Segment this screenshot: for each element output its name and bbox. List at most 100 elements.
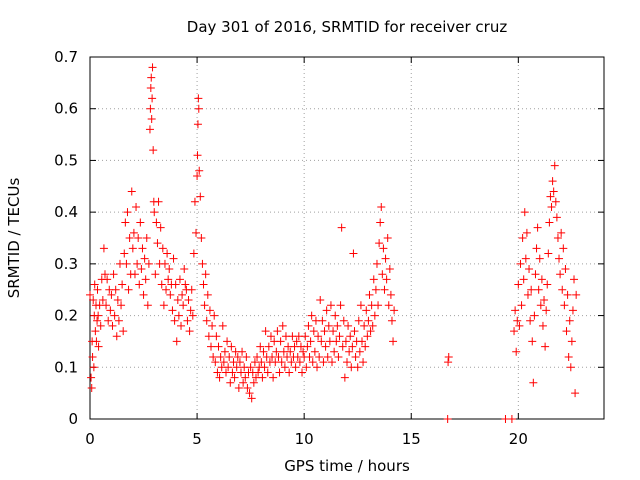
data-point xyxy=(117,301,126,310)
data-point xyxy=(515,321,524,330)
x-tick-label: 0 xyxy=(85,430,95,448)
data-point xyxy=(242,352,251,361)
data-point xyxy=(390,306,399,315)
data-point xyxy=(337,223,346,232)
data-point xyxy=(238,347,247,356)
data-point xyxy=(145,125,154,134)
data-point xyxy=(135,280,144,289)
data-point xyxy=(204,332,213,341)
data-point xyxy=(247,394,256,403)
data-point xyxy=(275,368,284,377)
data-point xyxy=(567,337,576,346)
data-point xyxy=(207,342,216,351)
tick-layer: 0 0.1 0.2 0.3 0.4 0.5 0.6 0.7 0 5 10 15 20 xyxy=(54,48,604,448)
data-point xyxy=(339,316,348,325)
data-point xyxy=(522,228,531,237)
data-point xyxy=(309,327,318,336)
data-point xyxy=(272,347,281,356)
data-point xyxy=(530,311,539,320)
data-point xyxy=(94,342,103,351)
data-point xyxy=(313,363,322,372)
data-point xyxy=(295,358,304,367)
data-point xyxy=(385,265,394,274)
data-point xyxy=(147,73,156,82)
data-point xyxy=(308,358,317,367)
data-point xyxy=(190,197,199,206)
data-point xyxy=(100,270,109,279)
data-point xyxy=(534,285,543,294)
data-point xyxy=(127,187,136,196)
data-point xyxy=(184,296,193,305)
data-point xyxy=(292,337,301,346)
data-point xyxy=(92,337,101,346)
data-point xyxy=(257,358,266,367)
data-point xyxy=(266,332,275,341)
data-point xyxy=(253,352,262,361)
data-point xyxy=(175,275,184,284)
data-point xyxy=(549,187,558,196)
data-point xyxy=(124,285,133,294)
data-point xyxy=(381,254,390,263)
x-axis-title: GPS time / hours xyxy=(284,457,410,475)
data-point xyxy=(87,373,96,382)
data-point xyxy=(349,249,358,258)
y-tick-label: 0.7 xyxy=(54,48,78,66)
data-point xyxy=(348,342,357,351)
data-point xyxy=(94,311,103,320)
data-point xyxy=(374,301,383,310)
data-point xyxy=(298,368,307,377)
data-point xyxy=(200,301,209,310)
data-point xyxy=(516,259,525,268)
data-point xyxy=(219,358,228,367)
data-point xyxy=(159,301,168,310)
data-point xyxy=(555,254,564,263)
data-point xyxy=(379,244,388,253)
data-point xyxy=(520,208,529,217)
data-point xyxy=(149,146,158,155)
chart-title: Day 301 of 2016, SRMTID for receiver cru… xyxy=(187,18,508,36)
data-point xyxy=(236,368,245,377)
data-point xyxy=(564,352,573,361)
data-point xyxy=(553,234,562,242)
data-point xyxy=(187,285,196,294)
y-tick-label: 0.1 xyxy=(54,358,78,376)
data-point xyxy=(215,373,224,382)
data-point xyxy=(230,373,239,382)
data-point xyxy=(218,321,227,330)
data-point xyxy=(163,249,172,258)
data-point xyxy=(89,296,98,305)
data-point xyxy=(118,280,127,289)
data-point xyxy=(108,321,117,330)
data-point xyxy=(321,342,330,351)
data-point xyxy=(93,316,102,325)
data-point xyxy=(525,265,534,274)
data-point xyxy=(261,327,270,336)
data-point xyxy=(565,316,574,325)
data-point xyxy=(286,347,295,356)
data-point xyxy=(364,316,373,325)
data-point xyxy=(164,275,173,284)
data-point xyxy=(194,94,203,103)
data-point xyxy=(535,254,544,263)
data-point xyxy=(546,192,555,201)
data-point xyxy=(169,254,178,263)
data-point xyxy=(517,301,526,310)
data-point xyxy=(246,363,255,372)
data-point xyxy=(102,301,111,310)
data-point xyxy=(165,265,174,274)
data-point xyxy=(185,327,194,336)
data-point xyxy=(285,368,294,377)
data-point xyxy=(106,306,115,315)
data-point xyxy=(354,316,363,325)
data-point xyxy=(210,311,219,320)
data-point xyxy=(362,306,371,315)
data-point xyxy=(263,368,272,377)
data-point xyxy=(545,218,554,227)
data-point xyxy=(384,301,393,310)
data-point xyxy=(361,342,370,351)
data-point xyxy=(343,358,351,367)
data-point xyxy=(148,63,157,72)
data-point xyxy=(114,316,123,325)
data-point xyxy=(544,249,553,258)
data-point xyxy=(561,265,570,274)
